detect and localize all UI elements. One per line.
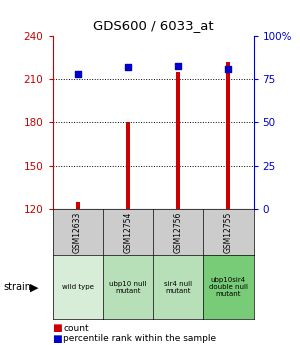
Text: GSM12754: GSM12754 xyxy=(123,211,132,253)
Bar xyxy=(126,122,130,209)
Point xyxy=(226,66,231,72)
Bar xyxy=(176,72,180,209)
Text: ■: ■ xyxy=(52,334,62,344)
Text: sir4 null
mutant: sir4 null mutant xyxy=(164,281,192,294)
Text: ▶: ▶ xyxy=(30,282,38,292)
Text: percentile rank within the sample: percentile rank within the sample xyxy=(63,334,216,343)
Bar xyxy=(76,201,80,209)
Text: ubp10 null
mutant: ubp10 null mutant xyxy=(109,281,147,294)
Text: GSM12756: GSM12756 xyxy=(174,211,183,253)
Point xyxy=(125,65,130,70)
Text: ubp10sir4
double null
mutant: ubp10sir4 double null mutant xyxy=(209,277,248,297)
Bar xyxy=(226,62,230,209)
Text: ■: ■ xyxy=(52,324,62,333)
Text: GSM12633: GSM12633 xyxy=(73,211,82,253)
Text: count: count xyxy=(63,324,88,333)
Point xyxy=(75,71,80,77)
Point xyxy=(176,63,181,68)
Text: strain: strain xyxy=(3,282,31,292)
Text: wild type: wild type xyxy=(62,284,94,290)
Text: GSM12755: GSM12755 xyxy=(224,211,233,253)
Title: GDS600 / 6033_at: GDS600 / 6033_at xyxy=(93,19,213,32)
